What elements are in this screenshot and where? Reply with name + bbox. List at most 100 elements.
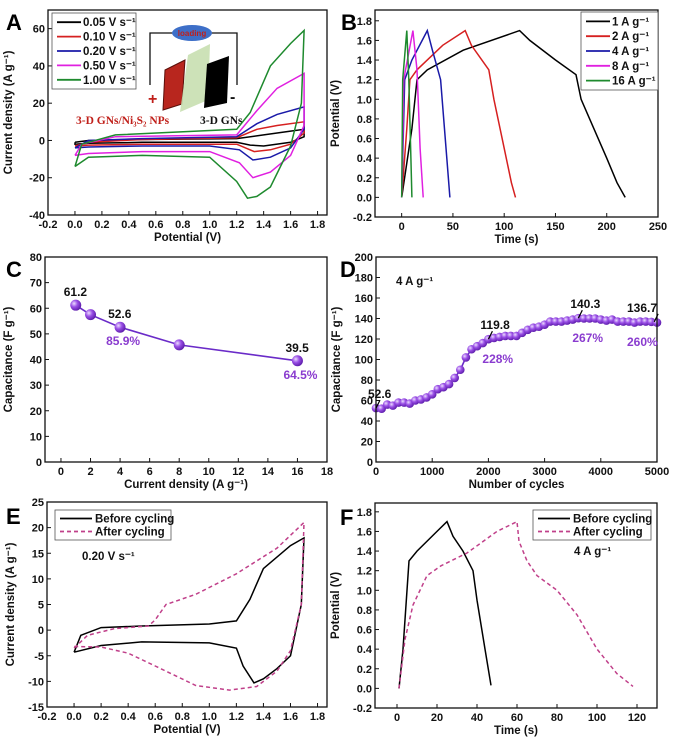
series-line <box>74 120 305 153</box>
y-tick-label: 200 <box>355 252 373 264</box>
y-tick-label: 0 <box>367 457 373 469</box>
x-tick-label: 8 <box>176 466 182 478</box>
x-tick-label: 1.0 <box>202 711 217 723</box>
x-tick-label: 0.8 <box>175 711 190 723</box>
x-axis-title: Potential (V) <box>154 232 221 244</box>
x-tick-label: 250 <box>649 221 667 233</box>
y-tick-label: 0.8 <box>357 114 372 126</box>
right-electrode-label: 3-D GNs <box>200 115 243 127</box>
legend-label: 4 A g⁻¹ <box>612 46 649 58</box>
annotation-pointer <box>577 309 583 319</box>
x-tick-label: 0.2 <box>93 711 108 723</box>
x-tick-label: 10 <box>203 466 215 478</box>
series-line <box>74 28 305 200</box>
x-tick-label: 6 <box>147 466 153 478</box>
data-point <box>173 339 185 351</box>
value-annotation: 136.7 <box>627 301 657 315</box>
legend-label: 0.50 V s⁻¹ <box>83 60 136 72</box>
x-tick-label: 0.4 <box>121 711 137 723</box>
value-annotation: 140.3 <box>570 297 600 311</box>
y-tick-label: 120 <box>355 334 373 346</box>
value-annotation: 52.6 <box>368 387 392 401</box>
legend-label: 8 A g⁻¹ <box>612 61 649 73</box>
x-tick-label: 1.2 <box>229 711 244 723</box>
y-tick-label: -5 <box>34 651 44 663</box>
y-tick-label: 1.8 <box>357 507 372 519</box>
x-tick-label: 0.2 <box>94 219 109 231</box>
x-tick-label: 100 <box>588 712 606 724</box>
y-tick-label: 0.6 <box>357 625 372 637</box>
series-line <box>400 30 413 198</box>
y-tick-label: 1.6 <box>357 526 372 538</box>
y-tick-label: 0.2 <box>357 173 372 185</box>
legend-label: 1 A g⁻¹ <box>612 16 649 28</box>
y-tick-label: 1.4 <box>357 546 373 558</box>
annotation-pointer <box>487 330 493 340</box>
data-point <box>444 379 454 389</box>
y-tick-label: 60 <box>30 303 42 315</box>
data-point <box>114 321 126 333</box>
x-tick-label: 16 <box>291 466 303 478</box>
x-tick-label: 40 <box>471 712 483 724</box>
retention-annotation: 85.9% <box>106 334 140 348</box>
legend-label: Before cycling <box>573 514 652 526</box>
data-point <box>427 390 437 399</box>
x-axis-title: Current density (A g⁻¹) <box>124 479 248 491</box>
y-axis-title: Capacitance (F g⁻¹) <box>331 306 343 412</box>
x-tick-label: 0.0 <box>67 219 82 231</box>
y-tick-label: 60 <box>33 24 45 36</box>
x-axis-title: Time (s) <box>494 725 538 737</box>
y-tick-label: 20 <box>30 406 42 418</box>
x-axis-title: Time (s) <box>495 234 539 246</box>
y-tick-label: 70 <box>30 278 42 290</box>
x-tick-label: 120 <box>628 712 646 724</box>
x-tick-label: 1.4 <box>256 711 272 723</box>
y-tick-label: 180 <box>355 273 373 285</box>
y-tick-label: 1.4 <box>357 55 373 67</box>
y-tick-label: -10 <box>28 676 44 688</box>
separator <box>180 44 210 112</box>
panel-f: F 0 20 40 60 80 100 120 -0.2 0.0 0.2 0.4 0.6 0.8 1.0 1.… <box>330 502 658 737</box>
retention-annotation: 64.5% <box>283 368 317 382</box>
panel-letter: D <box>340 257 356 282</box>
value-annotation: 52.6 <box>108 307 132 321</box>
panel-letter: A <box>6 10 22 35</box>
y-tick-label: -15 <box>28 702 44 714</box>
x-tick-label: 0.6 <box>148 711 163 723</box>
data-point <box>456 365 465 375</box>
plot-frame <box>374 502 658 709</box>
legend-label: 0.10 V s⁻¹ <box>83 32 136 44</box>
retention-annotation: 267% <box>572 331 603 345</box>
y-tick-label: 40 <box>30 355 42 367</box>
legend-label: 1.00 V s⁻¹ <box>83 75 136 87</box>
y-axis-title: Current density (A g⁻¹) <box>3 50 15 174</box>
legend-label: After cycling <box>573 527 643 539</box>
x-tick-label: 0.6 <box>148 219 163 231</box>
x-tick-label: 1.8 <box>310 219 325 231</box>
y-tick-label: 0.0 <box>357 192 372 204</box>
y-axis-title: Current density (A g⁻¹) <box>5 542 17 666</box>
y-tick-label: -40 <box>29 210 45 222</box>
y-tick-label: 40 <box>361 416 373 428</box>
x-tick-label: 1.8 <box>310 711 325 723</box>
condition-label: 4 A g⁻¹ <box>396 276 433 288</box>
legend-label: 2 A g⁻¹ <box>612 31 649 43</box>
right-electrode <box>204 56 229 108</box>
y-tick-label: 25 <box>32 497 44 509</box>
annotation-pointer <box>653 313 659 323</box>
y-tick-label: 10 <box>32 574 44 586</box>
y-tick-label: -0.2 <box>353 703 372 715</box>
y-tick-label: 0.8 <box>357 605 372 617</box>
x-tick-label: 20 <box>431 712 443 724</box>
x-axis-title: Number of cycles <box>469 479 565 491</box>
loading-ellipse <box>172 25 212 41</box>
panel-b: B 0 50 100 150 200 250 -0.2 0.0 0.2 0.4 0.6 0.8 1.0 1.… <box>330 9 667 246</box>
y-axis-title: Capacitance (F g⁻¹) <box>3 306 15 412</box>
data-point <box>450 373 459 383</box>
x-tick-label: 0.0 <box>66 711 81 723</box>
y-tick-label: 0.4 <box>357 153 373 165</box>
x-tick-label: 0 <box>58 466 64 478</box>
x-tick-label: 0 <box>399 221 405 233</box>
